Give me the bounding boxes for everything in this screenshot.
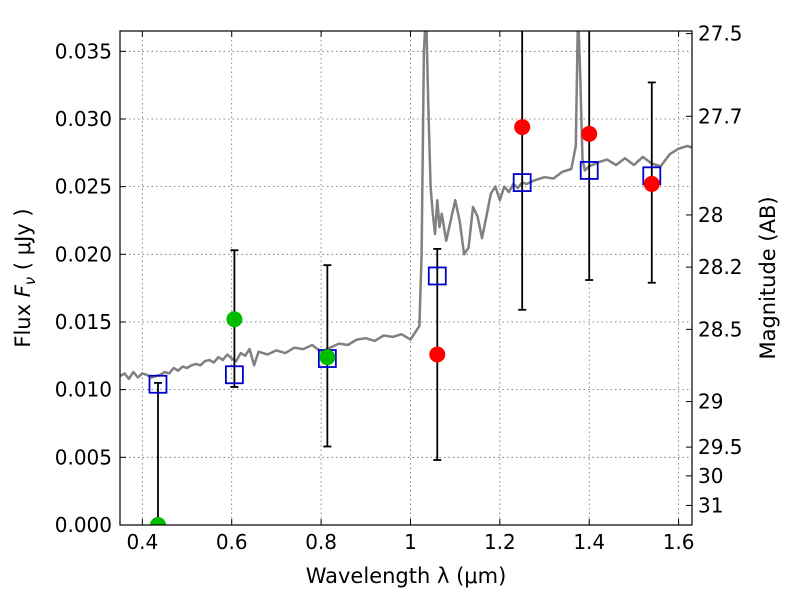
- observed-point-red: [581, 125, 598, 142]
- model-spectrum-line: [120, 31, 692, 381]
- observed-point-red: [514, 119, 531, 136]
- observed-point-green: [226, 311, 243, 328]
- y-tick-label: 0.030: [55, 107, 112, 131]
- model-photometry-point: [427, 266, 447, 286]
- x-tick-label: 1: [404, 530, 417, 554]
- y-tick-label: 0.015: [55, 310, 112, 334]
- x-tick-label: 0.6: [216, 530, 248, 554]
- observed-point-red: [429, 346, 446, 363]
- y2-tick-label: 29: [698, 390, 723, 414]
- model-photometry-point: [224, 365, 244, 385]
- y2-tick-label: 27.5: [698, 22, 743, 46]
- y-tick-label: 0.000: [55, 513, 112, 537]
- observed-point-green: [149, 517, 166, 525]
- y2-axis-label: Magnitude (AB): [756, 196, 780, 359]
- x-tick-label: 0.4: [126, 530, 158, 554]
- y2-tick-label: 31: [698, 493, 723, 517]
- x-tick-label: 1.2: [484, 530, 516, 554]
- y2-tick-label: 28.2: [698, 255, 743, 279]
- y-axis-label: Flux Fν ( μJy ): [11, 208, 39, 347]
- observed-point-red: [643, 175, 660, 192]
- model-photometry-point: [148, 374, 168, 394]
- y2-tick-label: 29.5: [698, 435, 743, 459]
- y2-tick-label: 27.7: [698, 104, 743, 128]
- y-tick-label: 0.020: [55, 242, 112, 266]
- x-tick-label: 1.6: [663, 530, 695, 554]
- axes: 0.4 0.6 0.8 1 1.2 1.4 1.6 0.000 0.005 0.010 0.015 0…: [55, 22, 743, 554]
- observed-point-green: [319, 349, 336, 366]
- plot-area: [120, 31, 692, 525]
- y-tick-label: 0.035: [55, 39, 112, 63]
- x-axis-label: Wavelength λ (μm): [306, 564, 507, 588]
- y2-tick-label: 28: [698, 203, 723, 227]
- x-tick-label: 1.4: [573, 530, 605, 554]
- y2-tick-label: 28.5: [698, 317, 743, 341]
- y-tick-label: 0.025: [55, 175, 112, 199]
- y2-tick-label: 30: [698, 464, 723, 488]
- y-tick-label: 0.005: [55, 445, 112, 469]
- x-tick-label: 0.8: [305, 530, 337, 554]
- model-photometry-point: [512, 173, 532, 192]
- model-photometry-point: [579, 161, 599, 180]
- grid: [120, 31, 692, 526]
- y-tick-label: 0.010: [55, 378, 112, 402]
- plot-frame: [119, 30, 693, 526]
